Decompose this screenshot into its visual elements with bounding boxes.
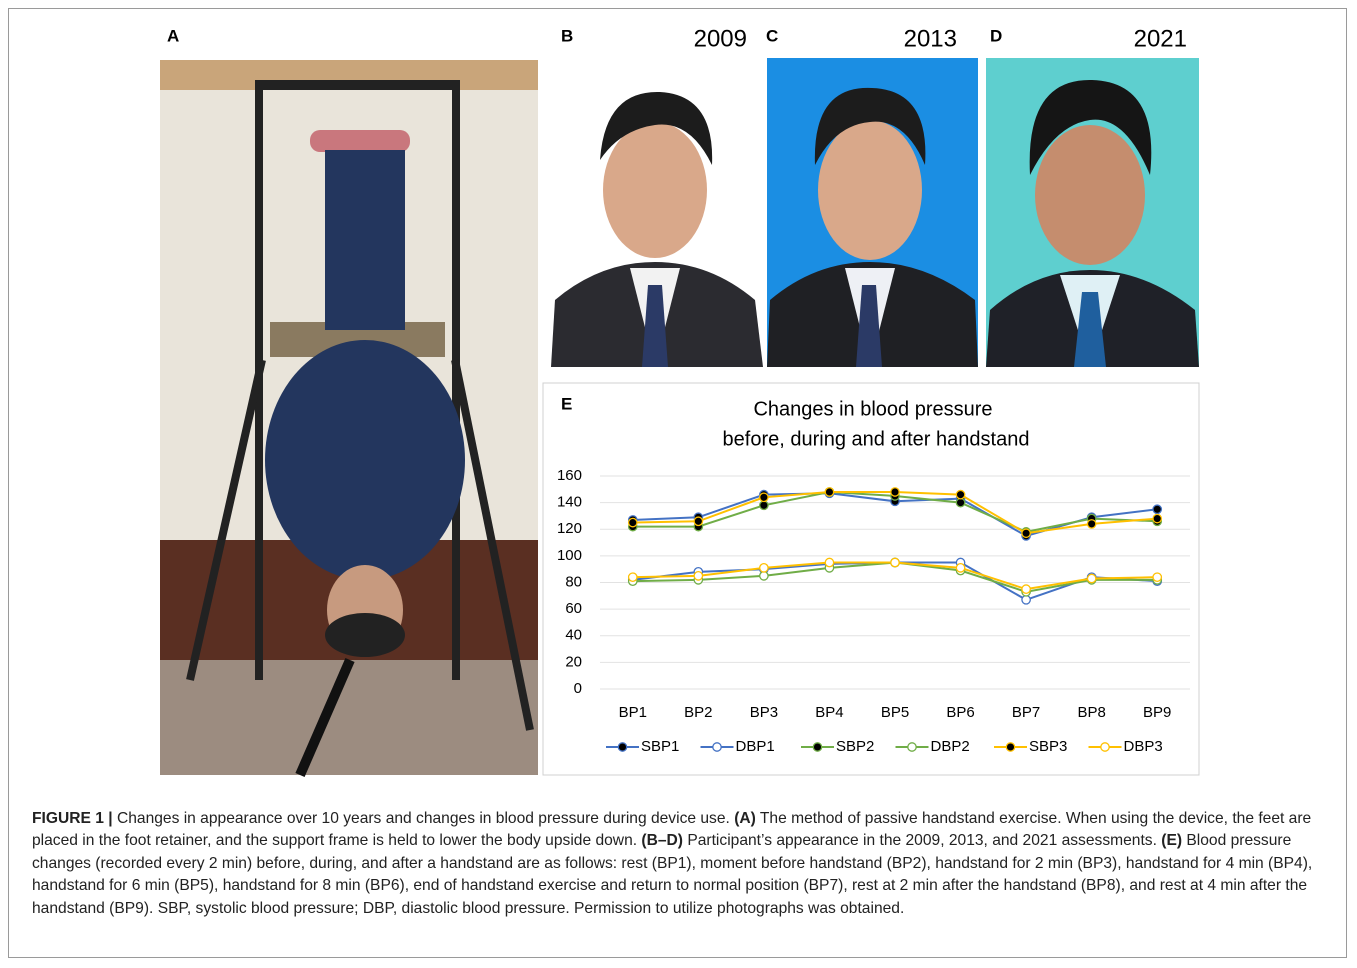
data-point bbox=[825, 558, 833, 566]
data-point bbox=[629, 518, 637, 526]
data-point bbox=[760, 493, 768, 501]
data-point bbox=[760, 501, 768, 509]
caption-text: (E) bbox=[1161, 832, 1182, 849]
data-point bbox=[956, 490, 964, 498]
data-point bbox=[760, 564, 768, 572]
data-point bbox=[1022, 596, 1030, 604]
y-tick-label: 140 bbox=[557, 494, 582, 511]
y-tick-label: 20 bbox=[565, 653, 582, 670]
y-tick-label: 160 bbox=[557, 467, 582, 484]
legend-label: SBP1 bbox=[641, 738, 679, 755]
page: A B C D E 2009 2013 2021 Changes in bloo… bbox=[0, 0, 1357, 968]
year-label: 2021 bbox=[1134, 25, 1187, 52]
legend-marker bbox=[1006, 743, 1014, 751]
year-label: 2013 bbox=[904, 25, 957, 52]
chart-title: before, during and after handstand bbox=[723, 428, 1030, 450]
legend-marker bbox=[713, 743, 721, 751]
data-point bbox=[1153, 505, 1161, 513]
x-tick-label: BP4 bbox=[815, 704, 843, 721]
panel-label: D bbox=[990, 26, 1002, 45]
figure-caption: FIGURE 1 | Changes in appearance over 10… bbox=[32, 808, 1328, 920]
caption-text: Participant’s appearance in the 2009, 20… bbox=[683, 832, 1161, 849]
x-tick-label: BP8 bbox=[1077, 704, 1105, 721]
data-point bbox=[891, 488, 899, 496]
y-tick-label: 120 bbox=[557, 520, 582, 537]
y-tick-label: 60 bbox=[565, 600, 582, 617]
data-point bbox=[1153, 573, 1161, 581]
year-label: 2009 bbox=[694, 25, 747, 52]
panel-label: E bbox=[561, 394, 572, 413]
panel-label: B bbox=[561, 26, 573, 45]
figure: A B C D E 2009 2013 2021 Changes in bloo… bbox=[0, 0, 1357, 800]
legend-label: DBP1 bbox=[736, 738, 775, 755]
caption-text: FIGURE 1 | bbox=[32, 810, 113, 827]
legend-marker bbox=[618, 743, 626, 751]
legend-marker bbox=[813, 743, 821, 751]
data-point bbox=[694, 517, 702, 525]
legend-label: SBP2 bbox=[836, 738, 874, 755]
y-tick-label: 100 bbox=[557, 547, 582, 564]
y-tick-label: 80 bbox=[565, 573, 582, 590]
caption-text: (A) bbox=[734, 810, 756, 827]
x-tick-label: BP7 bbox=[1012, 704, 1040, 721]
panel-label: C bbox=[766, 26, 778, 45]
data-point bbox=[760, 572, 768, 580]
x-tick-label: BP1 bbox=[619, 704, 647, 721]
legend-marker bbox=[908, 743, 916, 751]
x-tick-label: BP2 bbox=[684, 704, 712, 721]
x-tick-label: BP6 bbox=[946, 704, 974, 721]
data-point bbox=[956, 564, 964, 572]
y-tick-label: 40 bbox=[565, 627, 582, 644]
x-tick-label: BP5 bbox=[881, 704, 909, 721]
x-tick-label: BP9 bbox=[1143, 704, 1171, 721]
photo-a bbox=[160, 60, 538, 775]
photo-c bbox=[767, 58, 978, 367]
y-tick-label: 0 bbox=[574, 680, 582, 697]
legend-label: DBP3 bbox=[1124, 738, 1163, 755]
data-point bbox=[1022, 585, 1030, 593]
data-point bbox=[1022, 529, 1030, 537]
chart-title: Changes in blood pressure bbox=[753, 398, 992, 420]
data-point bbox=[891, 558, 899, 566]
legend-label: SBP3 bbox=[1029, 738, 1067, 755]
data-point bbox=[1087, 520, 1095, 528]
caption-text: (B–D) bbox=[641, 832, 683, 849]
data-point bbox=[1153, 514, 1161, 522]
data-point bbox=[629, 573, 637, 581]
x-tick-label: BP3 bbox=[750, 704, 778, 721]
legend-marker bbox=[1101, 743, 1109, 751]
data-point bbox=[1087, 574, 1095, 582]
photo-d bbox=[986, 58, 1199, 367]
panel-label: A bbox=[167, 26, 179, 45]
photo-b bbox=[551, 58, 763, 367]
data-point bbox=[956, 498, 964, 506]
caption-text: Changes in appearance over 10 years and … bbox=[113, 810, 735, 827]
data-point bbox=[694, 572, 702, 580]
legend-label: DBP2 bbox=[931, 738, 970, 755]
data-point bbox=[825, 488, 833, 496]
